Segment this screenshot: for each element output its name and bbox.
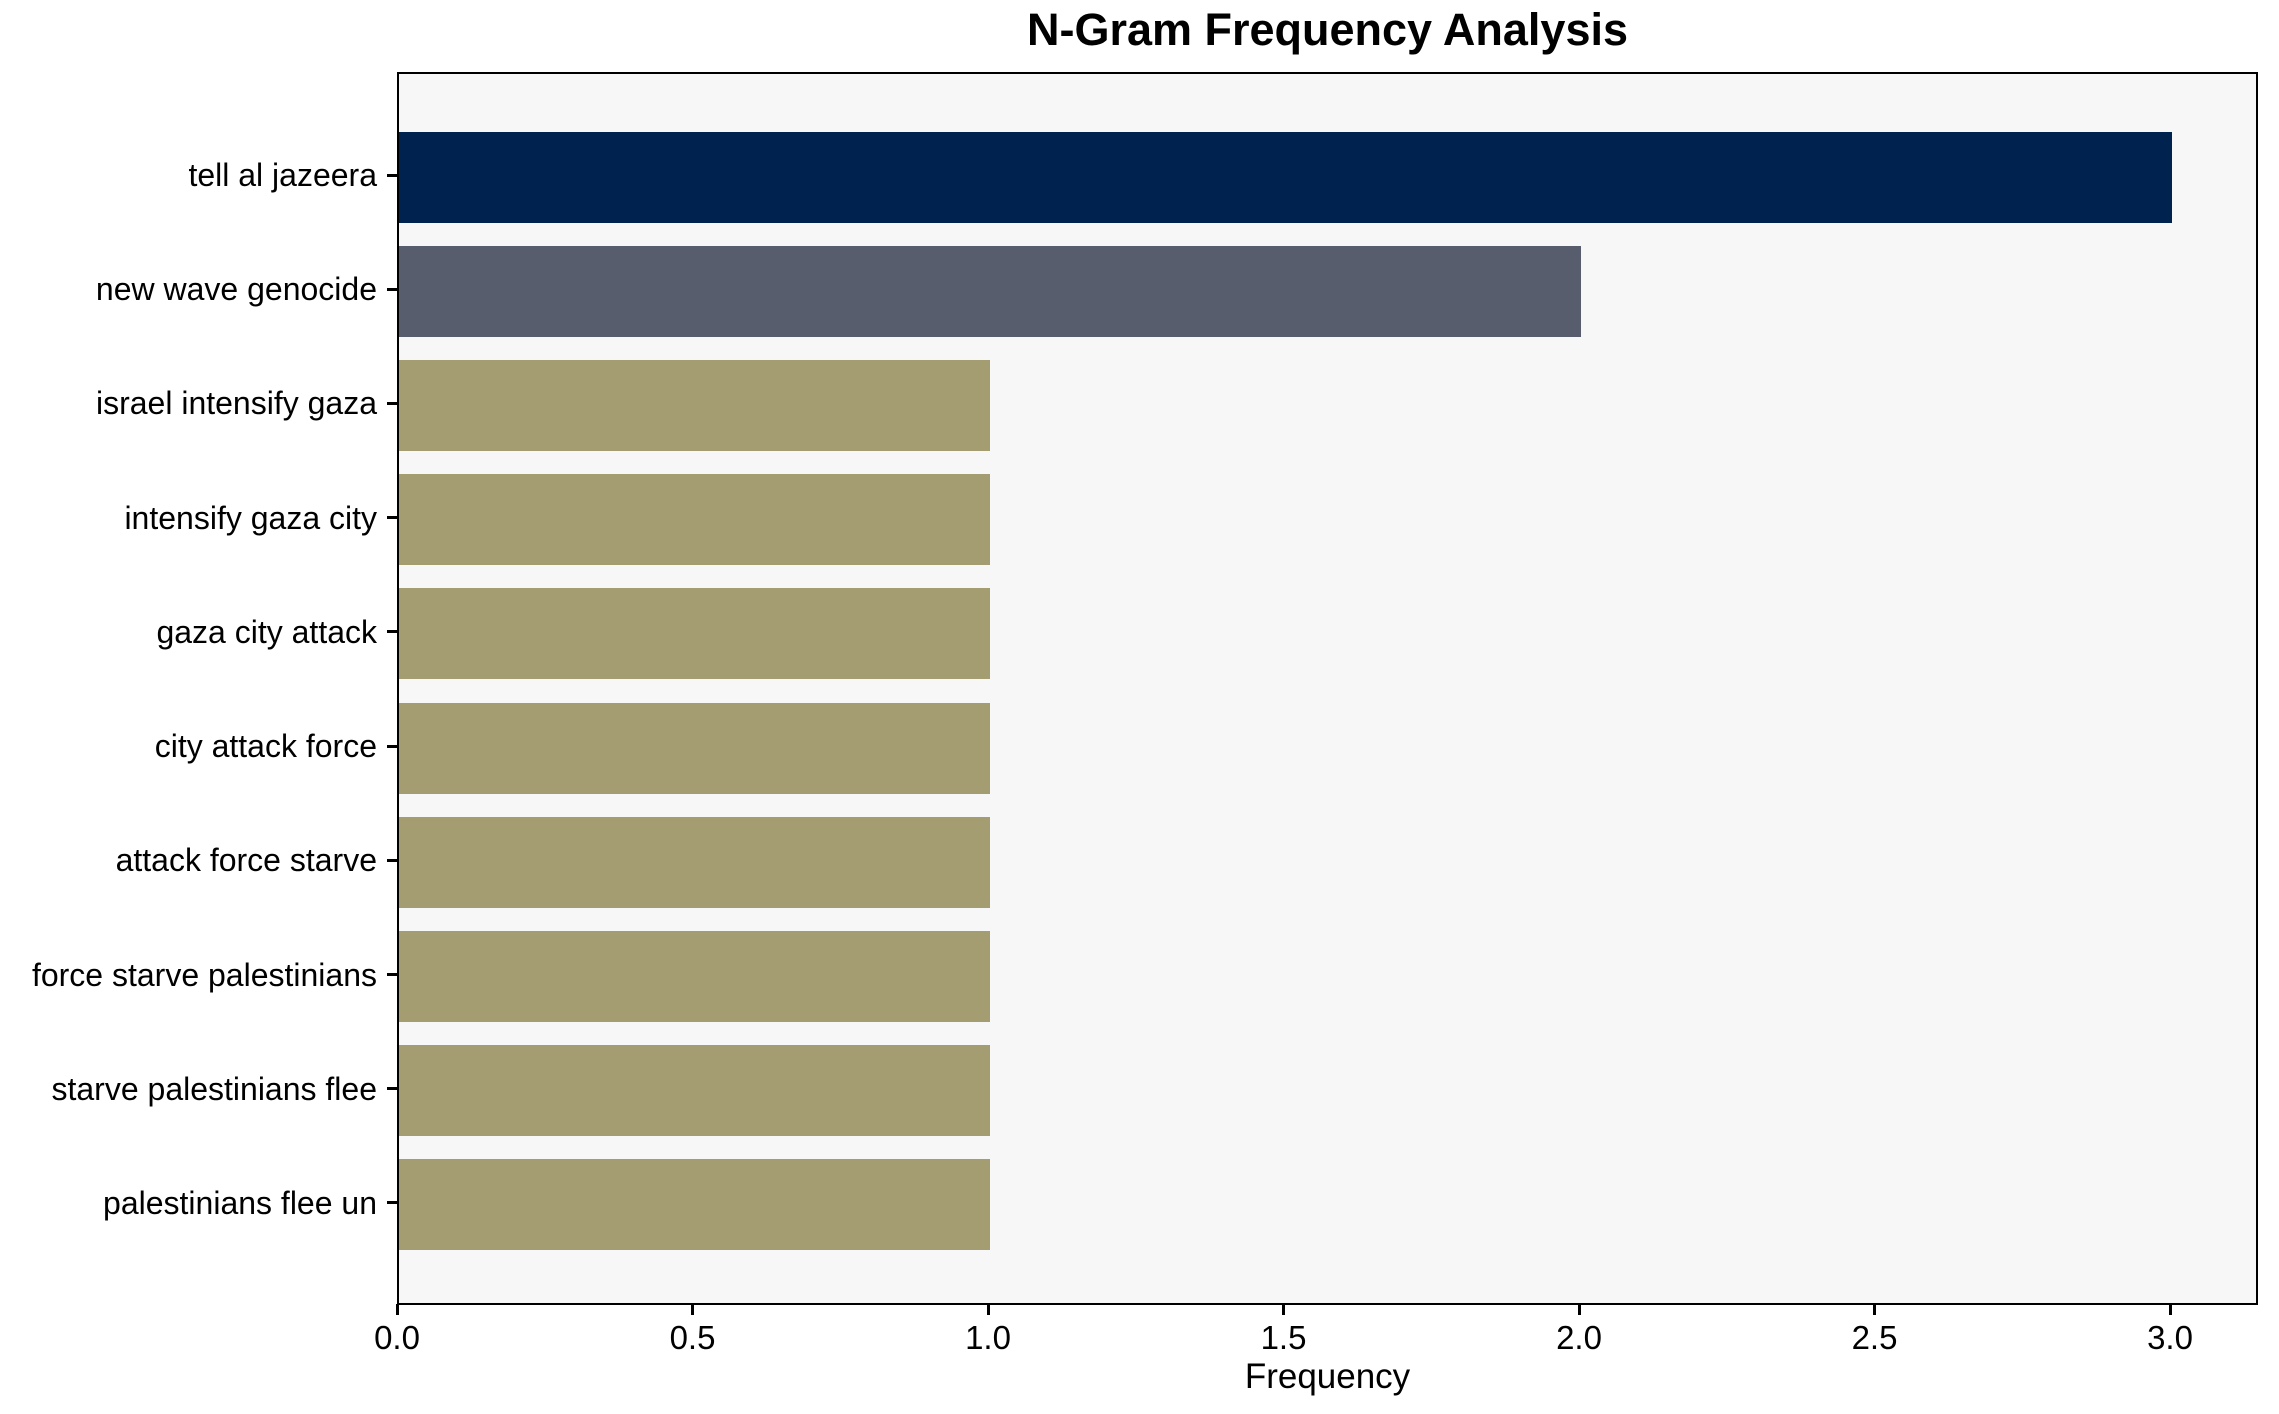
bar: [399, 131, 2172, 223]
x-axis-label: Frequency: [1244, 1357, 1411, 1396]
x-tick-label: 2.5: [1851, 1319, 1898, 1356]
bar: [399, 245, 1581, 337]
y-tick-label: gaza city attack: [156, 613, 377, 650]
y-tick-mark: [387, 630, 397, 634]
y-tick-mark: [387, 1087, 397, 1091]
x-tick-label: 2.0: [1556, 1319, 1602, 1356]
bar: [399, 588, 990, 680]
y-tick-label: palestinians flee un: [103, 1184, 377, 1221]
y-tick-mark: [387, 173, 397, 177]
plot-area: [397, 72, 2258, 1305]
y-tick-mark: [387, 516, 397, 520]
x-tick-mark: [1873, 1304, 1876, 1315]
x-tick-mark: [395, 1304, 399, 1315]
bar: [399, 474, 990, 566]
x-tick-mark: [986, 1304, 990, 1315]
y-tick-mark: [387, 1201, 397, 1205]
y-tick-mark: [387, 287, 397, 291]
x-tick-mark: [1577, 1304, 1581, 1315]
x-tick-label: 0.5: [669, 1319, 716, 1356]
bar: [399, 1045, 990, 1137]
x-tick-mark: [2168, 1304, 2172, 1315]
chart-title: N-Gram Frequency Analysis: [1026, 4, 1629, 55]
x-tick-label: 0.0: [374, 1319, 420, 1356]
bar: [399, 1159, 990, 1251]
y-tick-label: force starve palestinians: [31, 956, 377, 993]
bar: [399, 931, 990, 1023]
x-tick-mark: [1282, 1304, 1285, 1315]
y-tick-label: israel intensify gaza: [95, 385, 377, 422]
y-tick-label: city attack force: [154, 728, 377, 765]
x-tick-label: 3.0: [2147, 1319, 2193, 1356]
bar: [399, 359, 990, 451]
y-tick-label: starve palestinians flee: [51, 1070, 377, 1107]
y-tick-label: attack force starve: [115, 842, 377, 879]
x-tick-mark: [691, 1304, 694, 1315]
y-tick-mark: [387, 744, 397, 748]
bar: [399, 816, 990, 908]
y-tick-label: tell al jazeera: [188, 157, 377, 193]
y-tick-mark: [387, 401, 397, 405]
x-tick-label: 1.5: [1260, 1319, 1307, 1356]
y-tick-label: new wave genocide: [95, 271, 377, 308]
y-tick-mark: [387, 858, 397, 862]
x-tick-label: 1.0: [965, 1319, 1011, 1356]
bar: [399, 702, 990, 794]
y-tick-label: intensify gaza city: [124, 499, 377, 536]
y-tick-mark: [387, 973, 397, 977]
